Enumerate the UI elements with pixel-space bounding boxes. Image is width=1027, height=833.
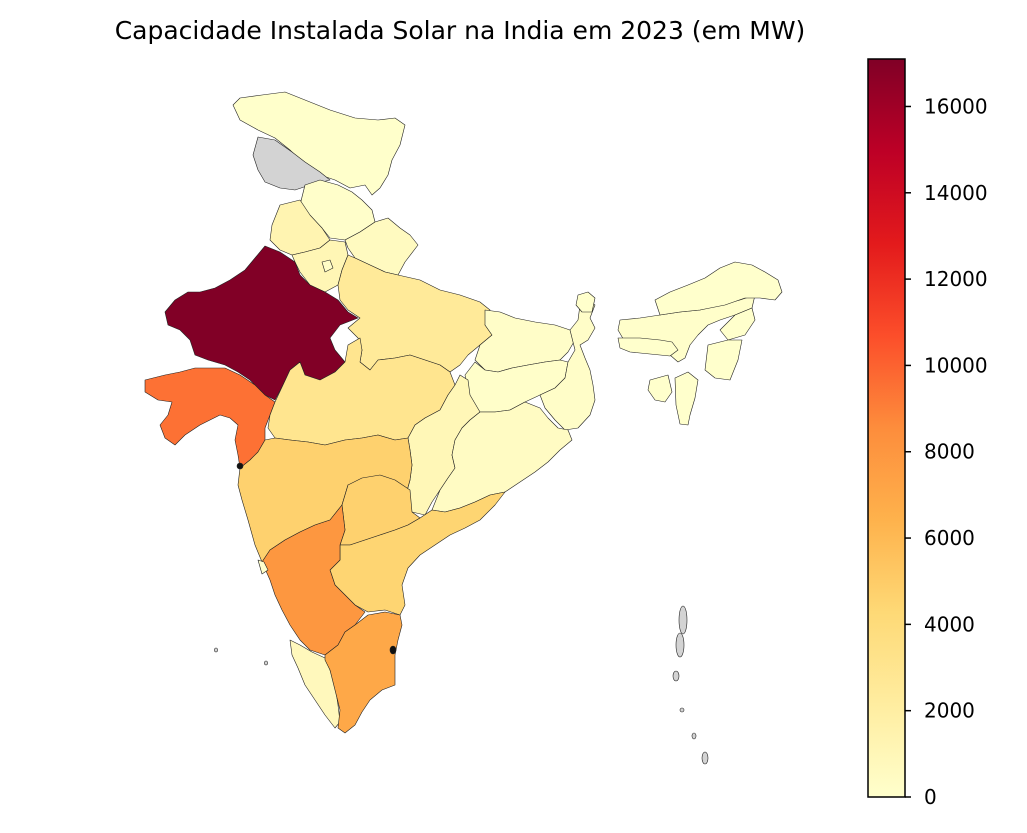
state-goa — [257, 559, 269, 575]
chart-title: Capacidade Instalada Solar na India em 2… — [114, 16, 806, 45]
colorbar-tick-label: 14000 — [924, 181, 988, 205]
state-rajasthan — [164, 245, 359, 401]
state-puducherry — [389, 645, 397, 655]
colorbar-tick-label: 12000 — [924, 267, 988, 291]
state-lakshadweep — [264, 660, 268, 666]
state-mizoram — [674, 371, 699, 426]
state-jammu-and-kashmir — [232, 91, 406, 196]
colorbar-tick-label: 10000 — [924, 353, 988, 377]
state-andaman-and-nicobar-islands — [675, 632, 685, 658]
state-andaman-and-nicobar-islands — [672, 670, 680, 682]
state-nagaland — [719, 307, 756, 341]
state-andaman-and-nicobar-islands — [701, 751, 709, 765]
state-andaman-and-nicobar-islands — [678, 605, 688, 635]
colorbar-tick-label: 0 — [924, 785, 937, 809]
state-manipur — [704, 339, 743, 381]
colorbar-tick-label: 6000 — [924, 526, 975, 550]
state-lakshadweep — [214, 647, 218, 653]
state-sikkim — [575, 291, 596, 313]
state-tamil-nadu — [324, 611, 403, 734]
state-andaman-and-nicobar-islands — [691, 732, 697, 740]
state-meghalaya — [617, 337, 679, 357]
state-arunachal-pradesh — [654, 261, 783, 316]
state-delhi — [321, 259, 334, 273]
state-puducherry — [236, 462, 244, 470]
colorbar-tick-label: 8000 — [924, 440, 975, 464]
colorbar-tick-label: 4000 — [924, 612, 975, 636]
colorbar-tick-label: 16000 — [924, 94, 988, 118]
colorbar-tick-label: 2000 — [924, 699, 975, 723]
colorbar-gradient — [867, 58, 906, 798]
state-karnataka — [261, 504, 366, 656]
state-andhra-pradesh — [329, 491, 506, 616]
state-gujarat — [144, 367, 276, 469]
state-tripura — [647, 374, 673, 403]
state-andaman-and-nicobar-islands — [679, 707, 685, 713]
